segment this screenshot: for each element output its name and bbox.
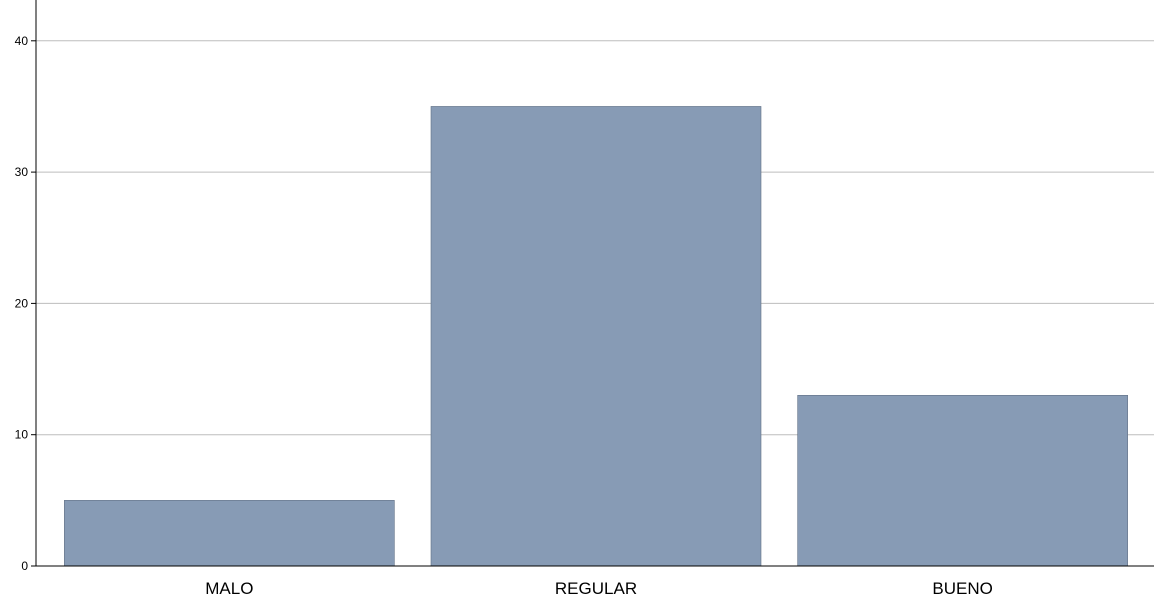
bar-regular (430, 106, 762, 567)
y-tick-labels: 0 10 20 30 40 (15, 34, 36, 573)
bar-bueno (797, 395, 1128, 567)
bars (64, 106, 1128, 567)
y-tick-label: 40 (15, 34, 29, 48)
axes (35, 0, 1154, 567)
x-tick-label-malo: MALO (205, 579, 253, 598)
x-tick-labels: MALO REGULAR BUENO (205, 579, 993, 598)
x-tick-label-bueno: BUENO (932, 579, 992, 598)
y-tick-label: 0 (21, 559, 28, 573)
x-tick-label-regular: REGULAR (555, 579, 637, 598)
y-tick-label: 10 (15, 428, 29, 442)
y-tick-label: 30 (15, 165, 29, 179)
y-tick-label: 20 (15, 296, 29, 310)
bar-malo (64, 500, 395, 567)
